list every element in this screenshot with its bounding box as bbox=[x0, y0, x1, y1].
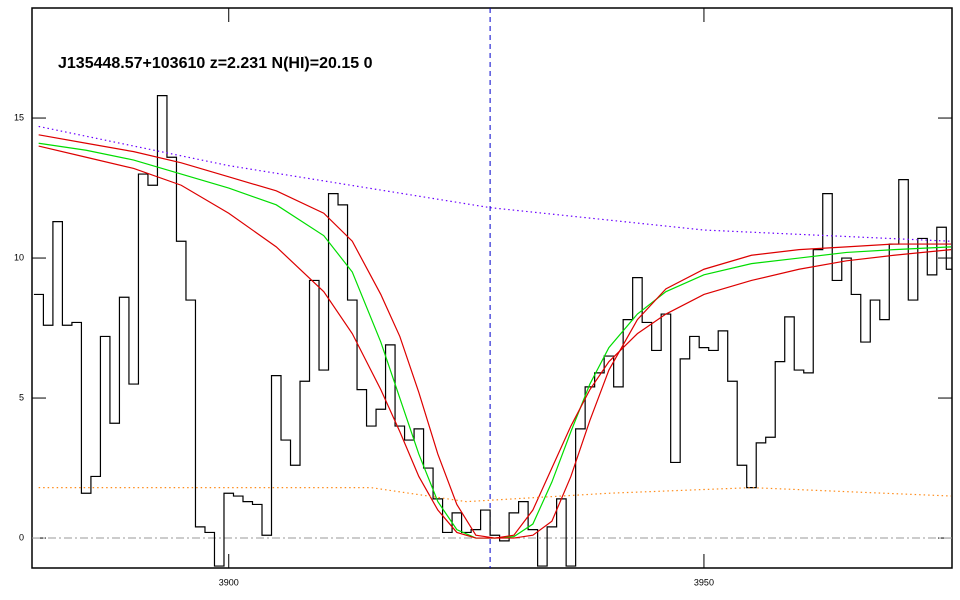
series-line bbox=[33, 95, 952, 567]
x-tick-label: 3900 bbox=[219, 577, 239, 587]
y-tick-label: 10 bbox=[14, 252, 24, 262]
series-line bbox=[38, 487, 952, 503]
series-line bbox=[38, 134, 952, 539]
x-tick-label: 3950 bbox=[694, 577, 714, 587]
y-tick-label: 0 bbox=[19, 532, 24, 542]
series-line bbox=[38, 145, 952, 539]
y-tick-label: 15 bbox=[14, 112, 24, 122]
series-line bbox=[38, 125, 952, 242]
plot-frame bbox=[31, 7, 953, 569]
chart-title: J135448.57+103610 z=2.231 N(HI)=20.15 0 bbox=[58, 55, 373, 72]
series-line bbox=[38, 142, 952, 539]
y-tick-label: 5 bbox=[19, 392, 24, 402]
